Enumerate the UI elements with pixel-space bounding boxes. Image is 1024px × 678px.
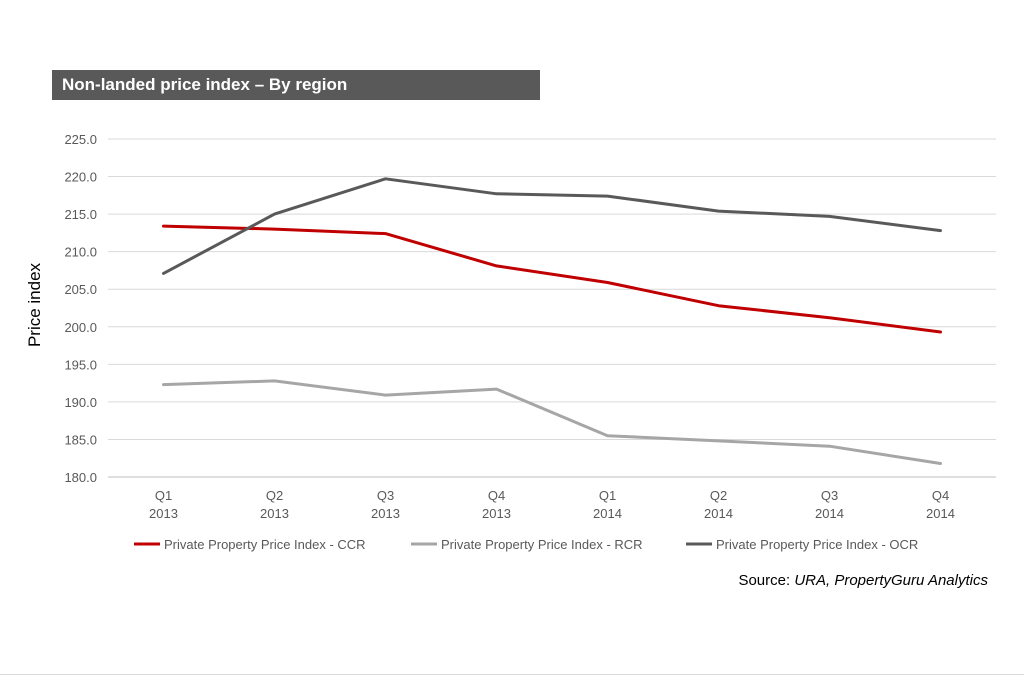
x-tick-label: 2013: [260, 506, 289, 521]
x-tick-label: 2014: [815, 506, 844, 521]
x-tick-label: Q2: [266, 488, 283, 503]
source-prefix: Source:: [738, 572, 795, 589]
x-tick-label: 2013: [482, 506, 511, 521]
legend: Private Property Price Index - CCR Privat…: [134, 537, 918, 552]
series-line-1: [162, 224, 942, 334]
y-tick-label: 225.0: [64, 132, 97, 147]
series-line-3: [162, 177, 942, 275]
x-tick-label: 2014: [593, 506, 622, 521]
y-tick-label: 200.0: [64, 320, 97, 335]
y-axis-ticks: 180.0 185.0 190.0 195.0 200.0 205.0 210.0 215.0…: [64, 132, 97, 485]
y-tick-label: 210.0: [64, 245, 97, 260]
source-text: URA, PropertyGuru Analytics: [794, 572, 988, 589]
y-tick-label: 195.0: [64, 357, 97, 372]
bottom-divider: [0, 674, 1024, 675]
x-axis-ticks: Q1 2013 Q2 2013 Q3 2013 Q4 2013 Q1 2014 Q2 2014 Q3 20…: [149, 488, 955, 521]
x-tick-label: 2013: [149, 506, 178, 521]
y-axis-label: Price index: [25, 262, 44, 347]
x-tick-label: Q4: [932, 488, 949, 503]
x-tick-label: 2013: [371, 506, 400, 521]
y-tick-label: 185.0: [64, 432, 97, 447]
legend-label: Private Property Price Index - OCR: [716, 537, 918, 552]
x-tick-label: Q1: [599, 488, 616, 503]
y-tick-label: 215.0: [64, 207, 97, 222]
x-tick-label: 2014: [926, 506, 955, 521]
y-tick-label: 180.0: [64, 470, 97, 485]
series-lines: [162, 177, 942, 465]
source-note: Source: URA, PropertyGuru Analytics: [738, 572, 988, 589]
x-tick-label: Q4: [488, 488, 505, 503]
x-tick-label: Q3: [377, 488, 394, 503]
y-tick-label: 220.0: [64, 170, 97, 185]
x-tick-label: Q2: [710, 488, 727, 503]
y-tick-label: 190.0: [64, 395, 97, 410]
x-tick-label: Q1: [155, 488, 172, 503]
series-line-2: [162, 379, 942, 465]
grid-lines: [108, 138, 996, 478]
y-tick-label: 205.0: [64, 282, 97, 297]
chart-title: Non-landed price index – By region: [52, 70, 540, 100]
x-tick-label: 2014: [704, 506, 733, 521]
x-tick-label: Q3: [821, 488, 838, 503]
legend-label: Private Property Price Index - RCR: [441, 537, 643, 552]
legend-label: Private Property Price Index - CCR: [164, 537, 366, 552]
